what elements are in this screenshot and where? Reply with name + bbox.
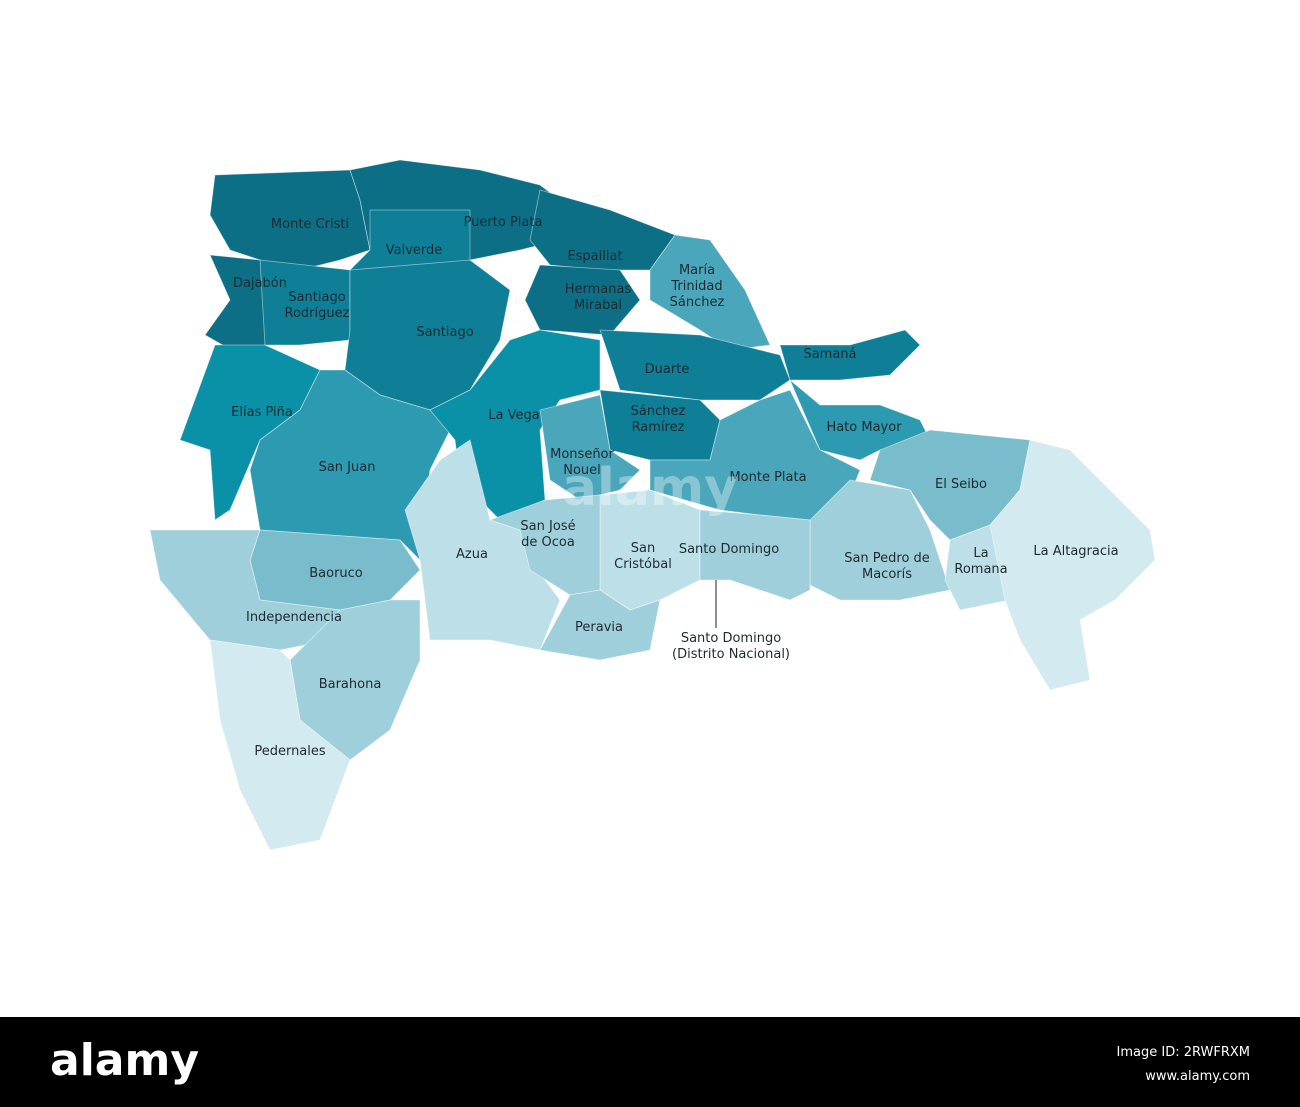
province-label: Santiago <box>416 325 473 340</box>
province-label: Samaná <box>803 347 856 362</box>
province-label: Sánchez Ramírez <box>631 404 686 435</box>
label-line: San Juan <box>319 460 376 475</box>
province-label: Peravia <box>575 620 623 635</box>
province <box>989 439 1156 691</box>
province-label: Elías Piña <box>231 405 293 420</box>
province-label: Santo Domingo <box>679 542 779 557</box>
province <box>529 189 676 271</box>
label-line: San <box>631 541 655 556</box>
province-label: San José de Ocoa <box>520 519 575 550</box>
label-line: Santo Domingo <box>681 631 781 646</box>
province-label: La Altagracia <box>1033 544 1118 559</box>
label-line: Hato Mayor <box>826 420 902 435</box>
label-line: La Altagracia <box>1033 544 1118 559</box>
province-label: Monte Plata <box>729 470 806 485</box>
watermark: alamy <box>562 458 738 518</box>
province-label: San Pedro de Macorís <box>844 551 930 582</box>
label-line: Rodríguez <box>285 306 350 321</box>
footer-bar <box>0 1017 1300 1107</box>
label-line: Monte Plata <box>729 470 806 485</box>
province-label: Monte Cristi <box>271 217 349 232</box>
capital-label: Santo Domingo (Distrito Nacional) <box>672 631 790 662</box>
label-line: Samaná <box>803 347 856 362</box>
label-line: Peravia <box>575 620 623 635</box>
label-line: Independencia <box>246 610 342 625</box>
label-line: La <box>973 546 988 561</box>
label-line: Santiago <box>416 325 473 340</box>
label-line: Nouel <box>563 463 601 478</box>
province-label: Hato Mayor <box>826 420 902 435</box>
label-line: Macorís <box>862 567 912 582</box>
province-label: Puerto Plata <box>464 215 543 230</box>
province <box>699 509 811 601</box>
province-label: Baoruco <box>309 566 363 581</box>
province-label: Hermanas Mirabal <box>565 282 632 313</box>
province <box>649 389 861 521</box>
province-label: San Cristóbal <box>614 541 672 572</box>
province-label: Barahona <box>319 677 382 692</box>
province-label: Independencia <box>246 610 342 625</box>
label-line: Valverde <box>386 243 443 258</box>
province <box>539 394 641 501</box>
province-label: María Trinidad Sánchez <box>670 263 725 310</box>
province-layer <box>149 159 1156 851</box>
province <box>539 589 661 661</box>
province-label: La Romana <box>954 546 1007 577</box>
label-line: Elías Piña <box>231 405 293 420</box>
label-line: Santo Domingo <box>679 542 779 557</box>
province-label: Azua <box>456 547 488 562</box>
label-line: Romana <box>954 562 1007 577</box>
label-line: Pedernales <box>254 744 326 759</box>
label-layer: Monte Cristi Puerto Plata Valverde Espailla… <box>231 215 1118 759</box>
province <box>779 329 921 381</box>
province <box>599 329 791 401</box>
province-label: El Seibo <box>935 477 987 492</box>
label-line: La Vega <box>488 408 539 423</box>
province <box>259 259 351 346</box>
label-line: Dajabón <box>233 276 287 291</box>
label-line: Monseñor <box>550 447 614 462</box>
label-line: Azua <box>456 547 488 562</box>
province-label: San Juan <box>319 460 376 475</box>
label-line: Baoruco <box>309 566 363 581</box>
label-line: Barahona <box>319 677 382 692</box>
label-line: Puerto Plata <box>464 215 543 230</box>
province-label: Dajabón <box>233 276 287 291</box>
province-label: Duarte <box>645 362 690 377</box>
province <box>209 639 351 851</box>
province-label: Valverde <box>386 243 443 258</box>
label-line: Mirabal <box>574 298 622 313</box>
label-line: Santiago <box>288 290 345 305</box>
label-line: Espaillat <box>567 249 622 264</box>
province-label: Espaillat <box>567 249 622 264</box>
label-line: Sánchez <box>670 295 725 310</box>
label-line: (Distrito Nacional) <box>672 647 790 662</box>
label-line: Hermanas <box>565 282 632 297</box>
province-label: Pedernales <box>254 744 326 759</box>
label-line: Ramírez <box>632 420 685 435</box>
label-line: Trinidad <box>670 279 722 294</box>
label-line: El Seibo <box>935 477 987 492</box>
label-line: Duarte <box>645 362 690 377</box>
label-line: San José <box>520 519 575 534</box>
image-id: Image ID: 2RWFRXM <box>1117 1045 1250 1060</box>
label-line: Sánchez <box>631 404 686 419</box>
label-line: Monte Cristi <box>271 217 349 232</box>
label-line: de Ocoa <box>521 535 575 550</box>
province <box>179 344 321 521</box>
label-line: San Pedro de <box>844 551 930 566</box>
province-label: Santiago Rodríguez <box>285 290 350 321</box>
label-line: Cristóbal <box>614 557 672 572</box>
label-line: María <box>679 263 715 278</box>
footer-url: www.alamy.com <box>1145 1069 1250 1084</box>
footer-logo: alamy <box>50 1035 199 1086</box>
province-label: La Vega <box>488 408 539 423</box>
province-label: Monseñor Nouel <box>550 447 614 478</box>
province <box>404 439 561 651</box>
